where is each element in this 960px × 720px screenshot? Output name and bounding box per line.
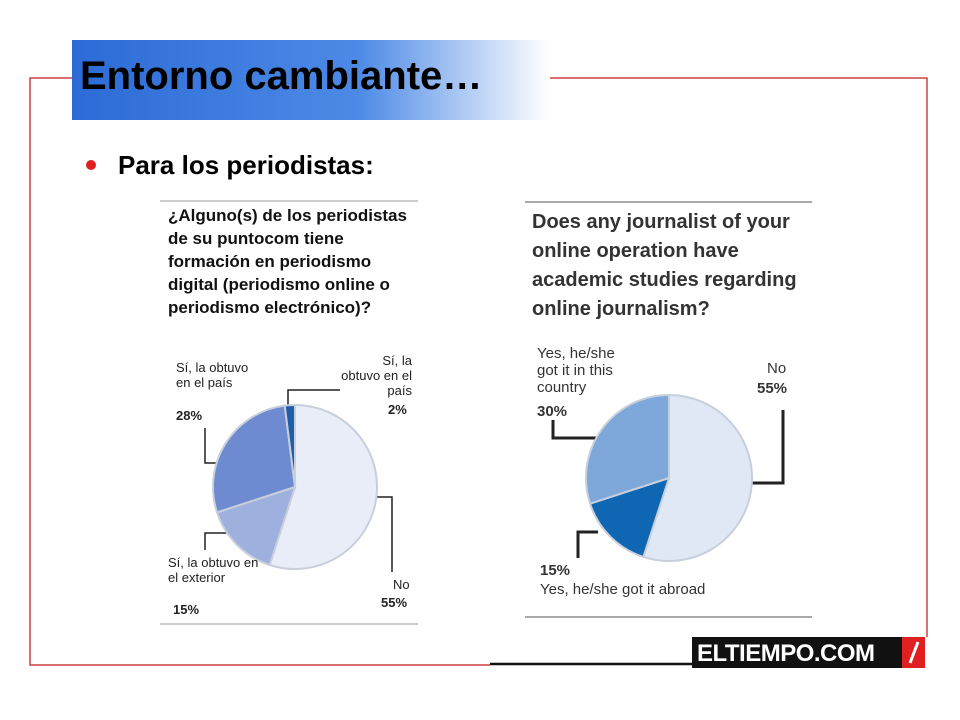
value-label: 55% [381,595,408,610]
category-label: Sí, la obtuvo en el país [176,360,249,390]
value-label: 30% [537,403,568,420]
value-label: 15% [540,562,571,579]
bullet-dot [86,160,96,170]
category-label: Sí, la obtuvo en el país [341,353,412,398]
frame [29,77,490,666]
pie-slice [283,403,296,488]
slide-title: Entorno cambiante… [80,54,483,98]
category-label: No [393,577,410,592]
pie-slice [212,404,297,514]
logo-box [692,637,902,668]
category-label: No [767,360,787,377]
chart-title: Does any journalist of your online opera… [532,211,797,320]
pie-slice [268,403,378,570]
frame [550,77,928,637]
value-label: 55% [757,380,788,397]
value-label: 15% [173,602,200,617]
value-label: 28% [176,408,203,423]
category-label: Yes, he/she got it in this country [537,345,615,396]
category-label: Sí, la obtuvo en el exterior [168,555,259,585]
pie-slice [642,393,753,562]
value-label: 2% [388,402,407,417]
bullet-text: Para los periodistas: [118,150,374,180]
chart-title: ¿Alguno(s) de los periodistas de su punt… [168,206,407,317]
logo-text: ELTIEMPO.COM [697,640,875,667]
category-label: Yes, he/she got it abroad [540,581,706,598]
pie-slice [585,393,670,505]
logo-slash [908,641,920,664]
title-banner [72,40,550,120]
